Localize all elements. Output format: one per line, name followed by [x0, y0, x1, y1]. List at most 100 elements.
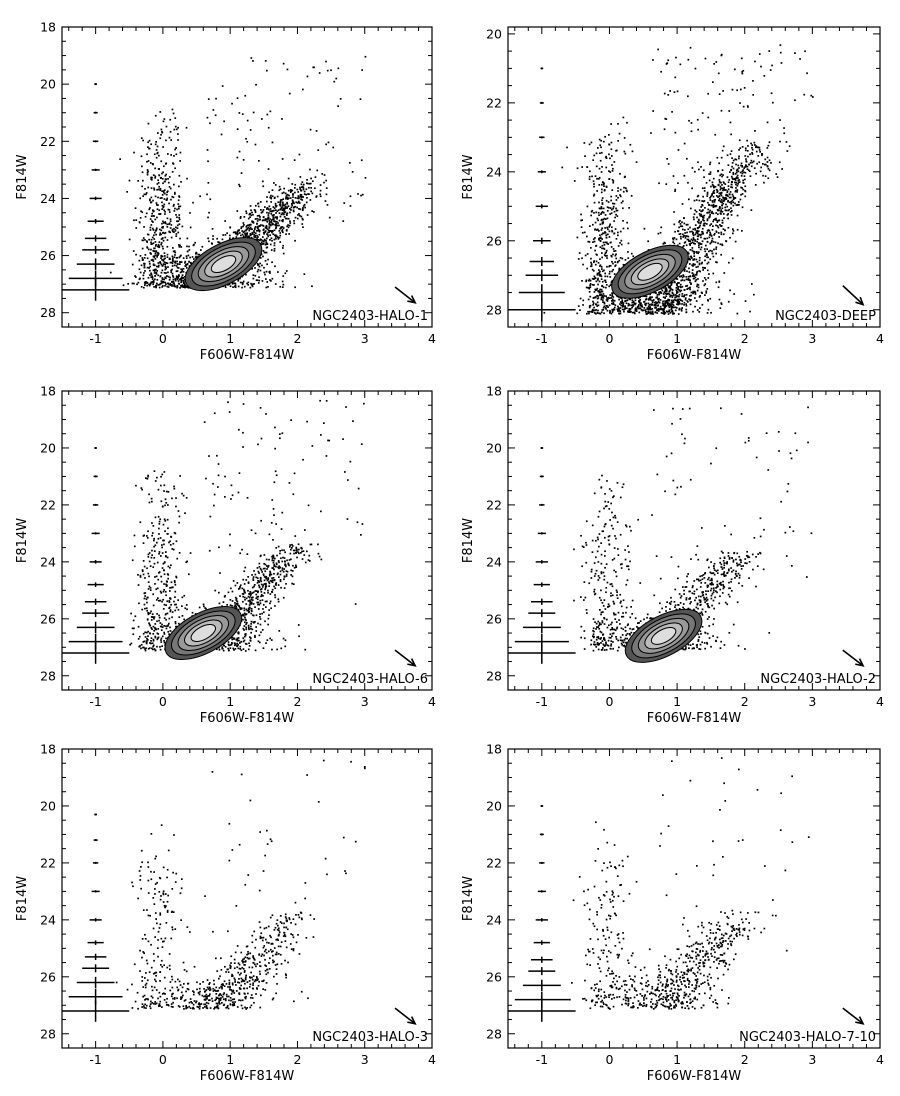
star-point: [597, 262, 600, 264]
star-point: [301, 209, 304, 212]
star-point: [285, 229, 288, 232]
star-point: [590, 210, 593, 213]
star-point: [305, 201, 308, 204]
star-point: [286, 225, 288, 228]
star-point: [163, 640, 165, 642]
star-point: [728, 193, 731, 195]
star-point: [623, 150, 626, 153]
star-point: [720, 191, 723, 194]
star-point: [286, 214, 288, 216]
star-point: [148, 284, 151, 287]
star-point: [160, 229, 163, 232]
star-point: [597, 211, 600, 214]
star-point: [162, 285, 164, 287]
star-point: [142, 277, 145, 280]
star-point: [207, 98, 210, 100]
star-point: [720, 193, 722, 195]
star-point: [610, 208, 613, 211]
star-point: [308, 193, 310, 195]
star-point: [185, 285, 187, 287]
star-point: [258, 214, 261, 217]
star-point: [295, 566, 297, 568]
star-point: [181, 268, 183, 271]
star-point: [680, 308, 683, 311]
star-point: [265, 278, 267, 280]
star-point: [138, 268, 141, 271]
star-point: [601, 203, 604, 205]
star-point: [724, 229, 726, 232]
reddening-arrow: [842, 285, 864, 306]
star-point: [155, 284, 157, 287]
star-point: [692, 228, 695, 231]
star-point: [712, 220, 714, 223]
star-point: [783, 132, 786, 135]
star-point: [751, 161, 754, 164]
star-point: [625, 189, 628, 192]
star-point: [279, 205, 282, 207]
star-point: [242, 446, 244, 448]
star-point: [182, 279, 185, 282]
star-point: [690, 238, 693, 241]
star-point: [250, 529, 253, 531]
reddening-arrow: [394, 286, 416, 304]
star-point: [716, 191, 719, 193]
star-point: [264, 251, 267, 254]
star-point: [165, 283, 167, 285]
star-point: [704, 259, 706, 262]
star-point: [224, 286, 227, 289]
star-point: [173, 203, 175, 206]
star-point: [639, 303, 642, 305]
star-point: [153, 238, 156, 240]
star-point: [696, 283, 699, 286]
star-point: [592, 304, 594, 306]
star-point: [154, 258, 157, 260]
star-point: [600, 212, 603, 214]
star-point: [148, 647, 151, 649]
star-point: [299, 214, 301, 217]
star-point: [763, 75, 766, 77]
star-point: [166, 190, 169, 193]
star-point: [178, 244, 180, 246]
star-point: [665, 287, 668, 290]
star-point: [704, 294, 706, 296]
star-point: [286, 206, 289, 209]
star-point: [670, 305, 673, 308]
star-point: [180, 278, 183, 281]
star-point: [594, 175, 597, 177]
star-point: [163, 203, 166, 206]
star-point: [339, 98, 342, 100]
star-point: [596, 287, 599, 290]
star-point: [600, 139, 603, 142]
star-point: [265, 575, 267, 578]
star-point: [721, 169, 724, 171]
star-point: [595, 211, 598, 214]
star-point: [248, 628, 250, 631]
star-point: [650, 304, 653, 306]
star-point: [274, 196, 276, 199]
star-point: [681, 225, 684, 228]
star-point: [162, 247, 164, 250]
star-point: [156, 251, 159, 254]
star-point: [149, 265, 151, 268]
star-point: [171, 268, 173, 271]
star-point: [617, 260, 619, 263]
star-point: [302, 185, 304, 188]
star-point: [685, 303, 687, 305]
star-point: [713, 219, 715, 221]
star-point: [668, 298, 671, 301]
star-point: [174, 262, 177, 264]
star-point: [605, 241, 608, 244]
star-point: [301, 199, 304, 201]
star-point: [605, 308, 607, 310]
star-point: [283, 187, 285, 190]
star-point: [588, 306, 591, 309]
star-point: [759, 151, 761, 153]
star-point: [176, 224, 179, 227]
star-point: [143, 257, 146, 259]
star-point: [267, 126, 270, 129]
star-point: [707, 308, 710, 311]
star-point: [766, 165, 769, 167]
star-point: [253, 234, 255, 236]
star-point: [690, 257, 693, 259]
star-point: [676, 244, 679, 247]
